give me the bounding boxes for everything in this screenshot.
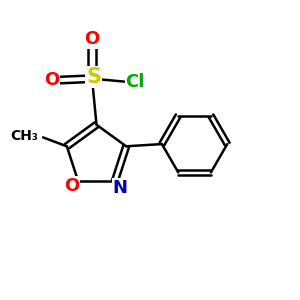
Text: CH₃: CH₃: [11, 129, 39, 143]
Text: Cl: Cl: [125, 73, 145, 91]
Text: O: O: [44, 71, 59, 89]
Text: O: O: [64, 177, 79, 195]
Text: N: N: [113, 179, 128, 197]
Text: O: O: [84, 30, 100, 48]
Text: S: S: [86, 67, 101, 87]
